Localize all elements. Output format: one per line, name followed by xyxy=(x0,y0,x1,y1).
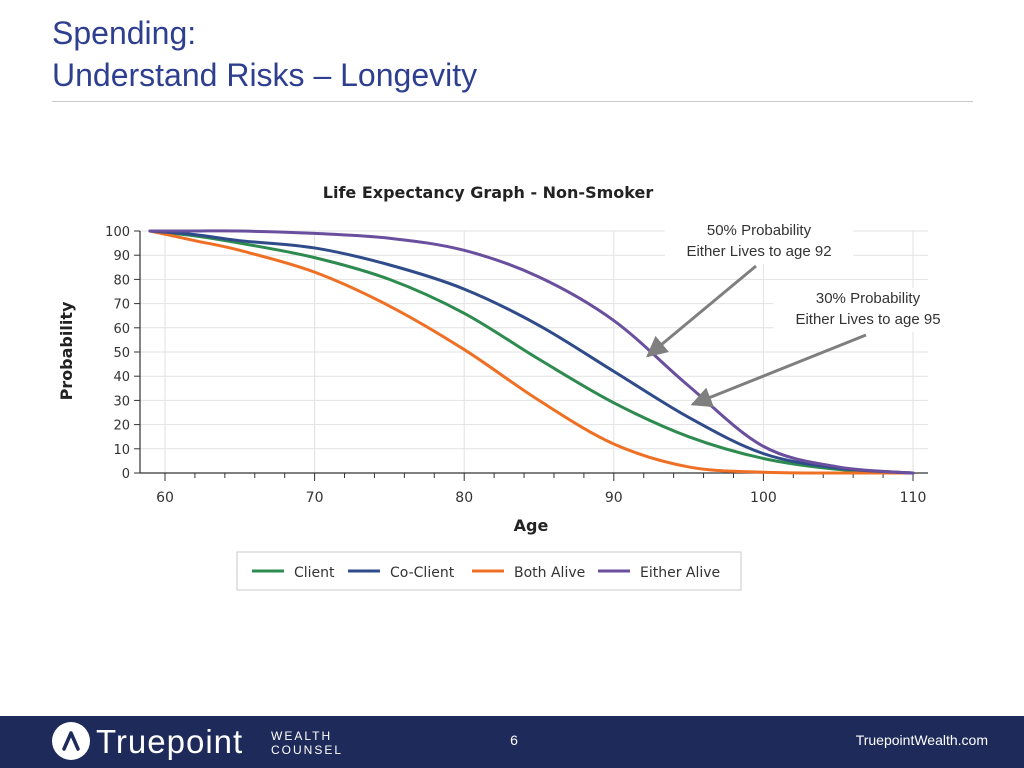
series-line-co-client xyxy=(148,229,915,475)
y-tick-label: 10 xyxy=(113,443,130,458)
annotation-text: 50% Probability xyxy=(707,222,812,239)
chart-series xyxy=(148,229,915,475)
chart-title: Life Expectancy Graph - Non-Smoker xyxy=(323,183,654,202)
y-tick-label: 60 xyxy=(113,322,130,337)
annotation-text: Either Lives to age 95 xyxy=(795,311,940,328)
y-tick-label: 70 xyxy=(113,298,130,313)
chart-annotations: 50% Probability Either Lives to age 92 30%… xyxy=(646,220,963,408)
legend-item: Both Alive xyxy=(472,565,585,581)
annotation-text: Either Lives to age 92 xyxy=(686,243,831,260)
y-axis-label: Probability xyxy=(57,301,76,400)
y-tick-label: 30 xyxy=(113,394,130,409)
annotation-1: 50% Probability Either Lives to age 92 xyxy=(646,220,854,358)
series-line-either-alive xyxy=(148,229,915,475)
y-tick-label: 0 xyxy=(122,467,130,482)
chart-legend: Client Co-Client Both Alive Either Alive xyxy=(236,551,742,591)
footer-bar: Truepoint WEALTH COUNSEL 6 TruepointWeal… xyxy=(0,716,1024,768)
brand-subtitle-line2: COUNSEL xyxy=(271,743,344,757)
title-divider xyxy=(52,101,973,102)
series-line-both-alive xyxy=(148,229,915,475)
legend-item: Client xyxy=(252,565,335,581)
website-link[interactable]: TruepointWealth.com xyxy=(855,732,988,748)
legend-label: Both Alive xyxy=(514,565,585,581)
annotation-background xyxy=(664,220,854,264)
slide-title: Spending: Understand Risks – Longevity xyxy=(52,12,477,96)
legend-item: Co-Client xyxy=(348,565,455,581)
annotation-2: 30% Probability Either Lives to age 95 xyxy=(690,288,963,408)
brand-subtitle-line1: WEALTH xyxy=(271,729,333,743)
x-tick-label: 80 xyxy=(455,490,473,506)
slide-title-line2: Understand Risks – Longevity xyxy=(52,57,478,93)
page-number: 6 xyxy=(510,732,518,748)
brand-name: Truepoint xyxy=(96,723,244,760)
y-tick-label: 40 xyxy=(113,370,130,385)
y-tick-label: 20 xyxy=(113,419,130,434)
x-axis-label: Age xyxy=(514,516,549,535)
legend-label: Either Alive xyxy=(640,565,720,581)
legend-label: Co-Client xyxy=(390,565,455,581)
truepoint-logo-icon xyxy=(52,722,90,760)
legend-item: Either Alive xyxy=(598,565,720,581)
annotation-arrow xyxy=(690,333,867,408)
x-tick-label: 60 xyxy=(156,490,174,506)
annotation-arrow xyxy=(646,264,757,358)
x-tick-label: 100 xyxy=(750,490,777,506)
annotation-background xyxy=(773,288,963,332)
x-tick-label: 70 xyxy=(306,490,324,506)
slide-title-line1: Spending: xyxy=(52,15,197,51)
x-tick-label: 110 xyxy=(900,490,927,506)
series-line-client xyxy=(148,229,915,475)
y-tick-label: 100 xyxy=(105,225,130,240)
x-tick-label: 90 xyxy=(605,490,623,506)
y-tick-label: 50 xyxy=(113,346,130,361)
brand-subtitle: WEALTH COUNSEL xyxy=(271,729,343,757)
y-tick-label: 80 xyxy=(113,273,130,288)
annotation-text: 30% Probability xyxy=(816,290,921,307)
y-tick-label: 90 xyxy=(113,249,130,264)
chart-grid xyxy=(140,230,928,473)
legend-label: Client xyxy=(294,565,335,581)
